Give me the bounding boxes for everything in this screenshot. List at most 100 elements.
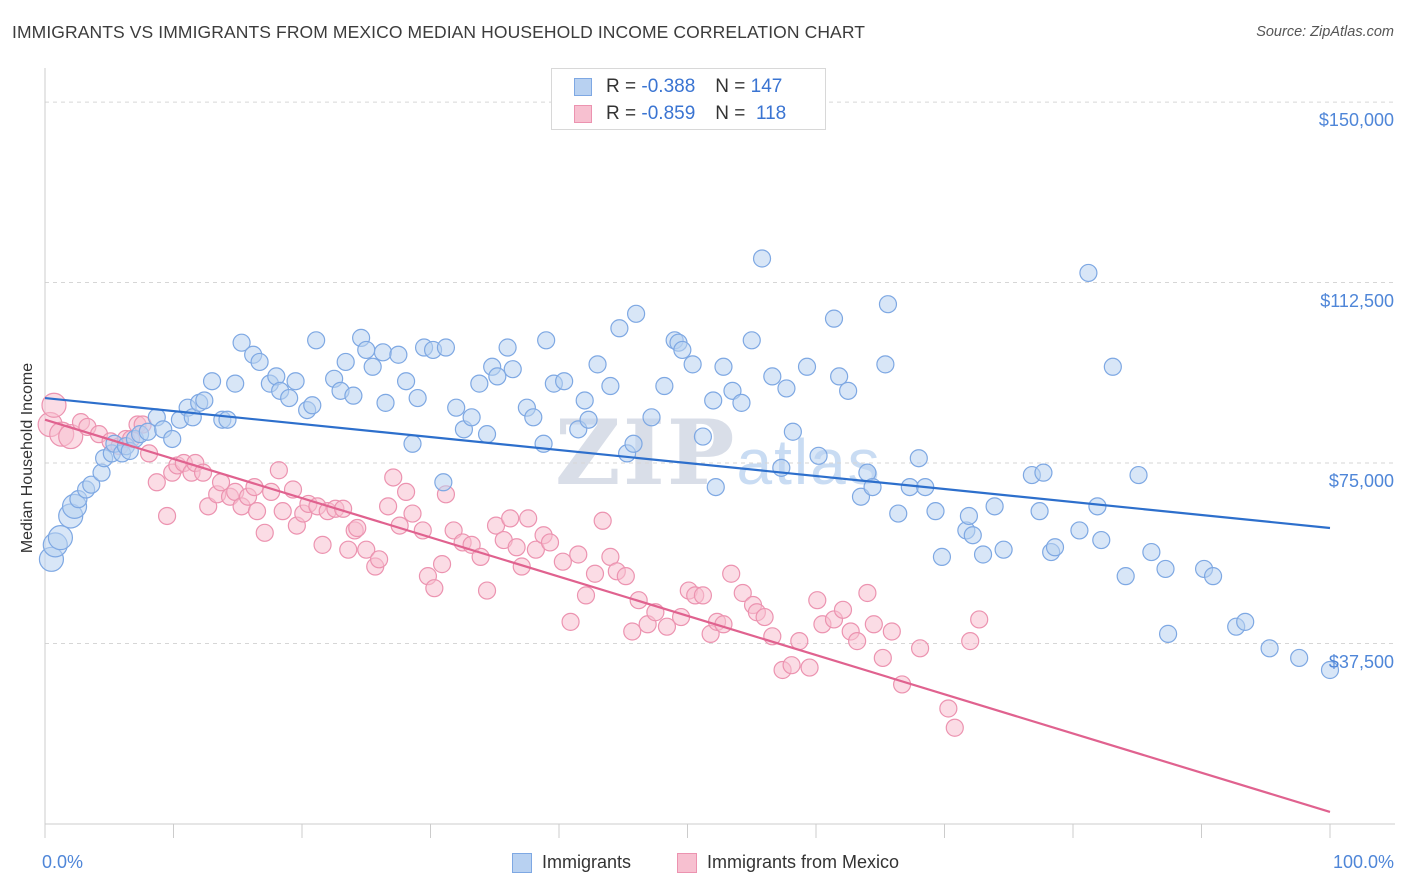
mexico-point xyxy=(507,538,526,557)
mexico-point xyxy=(576,586,596,605)
y-tick-label: $112,500 xyxy=(1320,290,1394,311)
immigrants-point xyxy=(683,355,702,374)
mexico-point xyxy=(357,540,376,559)
mexico-point xyxy=(486,516,506,535)
mexico-point xyxy=(313,535,332,554)
mexico-point xyxy=(255,523,274,542)
immigrants-point xyxy=(1034,463,1053,482)
immigrants-point xyxy=(673,340,692,360)
y-axis-title: Median Household Income xyxy=(19,362,36,554)
immigrants-point xyxy=(575,391,594,410)
immigrants-point xyxy=(742,331,761,350)
mexico-point xyxy=(585,564,605,583)
x-tick-label-max: 100.0% xyxy=(1332,852,1394,872)
immigrants-point xyxy=(488,367,507,386)
legend-n-value: 118 xyxy=(755,103,787,124)
immigrants-point xyxy=(1030,502,1049,521)
mexico-point xyxy=(199,497,218,516)
immigrants-point xyxy=(878,295,898,314)
legend-n-value: 147 xyxy=(750,76,783,97)
immigrants-point xyxy=(1045,538,1065,557)
immigrants-point xyxy=(959,506,979,526)
legend-row-immigrants: R = -0.388 N = 147 xyxy=(574,75,782,99)
y-tick-label: $75,000 xyxy=(1328,471,1394,492)
mexico-point xyxy=(41,392,67,418)
mexico-point xyxy=(526,540,545,559)
immigrants-point xyxy=(601,376,620,396)
immigrants-point xyxy=(777,379,796,398)
legend-r-label: R = xyxy=(606,103,637,124)
mexico-point xyxy=(471,547,490,566)
immigrants-point xyxy=(1092,530,1111,550)
immigrants-point xyxy=(830,367,849,386)
immigrants-point xyxy=(408,388,427,408)
mexico-point xyxy=(403,504,422,523)
mexico-point xyxy=(945,718,964,737)
immigrants-point xyxy=(839,381,858,400)
immigrants-point xyxy=(579,410,598,429)
immigrants-point xyxy=(1079,263,1098,283)
immigrants-point xyxy=(963,526,982,545)
mexico-point xyxy=(722,564,741,583)
immigrants-point xyxy=(1158,624,1178,643)
mexico-point xyxy=(561,612,580,631)
immigrants-point xyxy=(1070,521,1089,540)
immigrants-point xyxy=(723,381,742,400)
bottom-legend-immigrants: Immigrants xyxy=(512,852,631,873)
immigrants-point xyxy=(477,425,497,444)
y-tick-label: $37,500 xyxy=(1328,651,1394,672)
immigrants-point xyxy=(932,547,952,566)
mexico-point xyxy=(348,518,367,538)
mexico-point xyxy=(425,579,444,598)
source-credit: Source: ZipAtlas.com xyxy=(1256,24,1394,40)
immigrants-point xyxy=(763,367,782,386)
immigrants-point xyxy=(1142,542,1161,562)
y-tick-label: $150,000 xyxy=(1318,110,1394,131)
immigrants-point xyxy=(1236,612,1255,631)
legend-r-value: -0.388 xyxy=(641,76,696,97)
immigrants-point xyxy=(655,376,674,396)
legend-swatch-blue xyxy=(574,78,592,96)
immigrants-point xyxy=(973,545,993,564)
immigrants-point xyxy=(824,309,844,328)
legend-r-label: R = xyxy=(606,76,637,97)
mexico-point xyxy=(864,615,883,634)
mexico-point xyxy=(800,658,819,677)
mexico-point xyxy=(616,567,635,586)
immigrants-point xyxy=(714,357,733,376)
immigrants-point xyxy=(994,540,1013,559)
mexico-point xyxy=(755,607,774,627)
immigrants-point xyxy=(498,338,517,357)
immigrants-point xyxy=(704,391,723,410)
immigrants-point xyxy=(1260,639,1279,658)
mexico-point xyxy=(782,656,801,675)
mexico-point xyxy=(961,632,980,651)
watermark-suffix: atlas xyxy=(736,426,882,498)
immigrants-point xyxy=(588,355,607,374)
mexico-point xyxy=(882,622,901,641)
mexico-point xyxy=(370,550,389,569)
immigrants-point xyxy=(610,319,629,338)
immigrants-point xyxy=(357,340,376,360)
mexico-point xyxy=(147,473,166,492)
mexico-point xyxy=(657,617,677,636)
bottom-swatch-pink xyxy=(677,852,697,873)
immigrants-point xyxy=(232,333,251,352)
immigrants-point xyxy=(889,504,908,523)
immigrants-point xyxy=(336,352,355,372)
mexico-point xyxy=(378,497,398,516)
mexico-point xyxy=(58,423,84,450)
immigrants-point xyxy=(226,374,245,393)
immigrants-point xyxy=(280,388,299,408)
immigrants-point xyxy=(195,391,214,410)
immigrants-point xyxy=(537,331,556,350)
mexico-point xyxy=(269,461,288,480)
axes xyxy=(44,68,1395,838)
immigrants-point xyxy=(1320,660,1340,680)
mexico-point xyxy=(273,502,292,521)
mexico-point xyxy=(384,468,403,487)
legend-swatch-pink xyxy=(574,105,592,123)
immigrants-point xyxy=(876,355,895,374)
mexico-point xyxy=(970,610,989,629)
immigrants-point xyxy=(1088,497,1107,516)
